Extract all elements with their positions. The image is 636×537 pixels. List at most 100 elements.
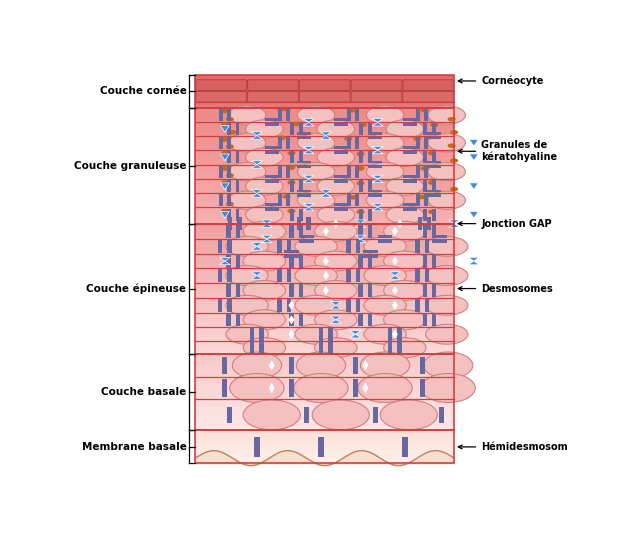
Bar xyxy=(346,240,350,253)
Bar xyxy=(195,367,454,369)
Bar xyxy=(195,436,454,437)
Ellipse shape xyxy=(366,106,404,124)
Bar xyxy=(265,180,279,183)
Bar xyxy=(195,272,454,275)
Bar xyxy=(368,151,371,163)
Bar xyxy=(195,183,454,186)
Bar xyxy=(195,311,454,315)
Bar xyxy=(195,79,454,81)
Bar xyxy=(432,235,446,238)
Bar xyxy=(228,240,232,253)
Bar xyxy=(265,151,279,154)
Bar xyxy=(195,200,454,204)
Bar xyxy=(195,246,454,250)
Text: Couche granuleuse: Couche granuleuse xyxy=(74,161,186,171)
Bar xyxy=(195,82,454,83)
Polygon shape xyxy=(251,132,263,135)
Bar xyxy=(195,266,454,269)
Bar xyxy=(195,104,454,105)
Ellipse shape xyxy=(295,324,337,344)
Bar xyxy=(195,77,454,78)
Bar xyxy=(195,456,454,457)
Bar xyxy=(227,180,231,192)
Bar xyxy=(277,299,282,312)
FancyBboxPatch shape xyxy=(300,79,350,91)
Ellipse shape xyxy=(317,148,354,166)
Ellipse shape xyxy=(358,374,412,402)
Bar xyxy=(432,313,436,326)
Ellipse shape xyxy=(245,148,283,166)
Bar xyxy=(265,208,279,211)
Bar xyxy=(195,87,454,88)
Bar xyxy=(277,240,282,253)
Bar xyxy=(237,217,242,230)
Bar xyxy=(195,218,454,221)
Ellipse shape xyxy=(315,280,357,300)
Bar xyxy=(195,375,454,377)
Bar xyxy=(226,255,231,267)
Bar xyxy=(236,224,240,238)
Bar xyxy=(250,328,254,341)
Bar xyxy=(334,203,348,206)
Bar xyxy=(286,109,290,121)
Bar xyxy=(254,437,259,457)
Bar xyxy=(195,134,454,137)
Bar xyxy=(218,240,223,253)
Polygon shape xyxy=(321,132,331,135)
Ellipse shape xyxy=(287,165,296,170)
Bar xyxy=(195,331,454,335)
Bar xyxy=(195,295,454,299)
Bar xyxy=(368,190,382,192)
Bar xyxy=(195,103,454,104)
Bar xyxy=(403,208,417,211)
Bar xyxy=(297,165,310,169)
Bar xyxy=(195,215,454,218)
Bar xyxy=(195,315,454,318)
Bar xyxy=(418,217,422,230)
FancyBboxPatch shape xyxy=(300,91,350,102)
Polygon shape xyxy=(355,235,366,239)
Polygon shape xyxy=(303,175,314,179)
Bar xyxy=(195,381,454,382)
Ellipse shape xyxy=(349,108,357,112)
Bar xyxy=(299,313,303,326)
Polygon shape xyxy=(469,212,478,218)
Bar xyxy=(195,341,454,344)
FancyBboxPatch shape xyxy=(351,79,402,91)
Ellipse shape xyxy=(295,295,337,315)
Ellipse shape xyxy=(364,236,406,256)
Ellipse shape xyxy=(364,324,406,344)
Ellipse shape xyxy=(245,177,283,195)
Polygon shape xyxy=(261,239,272,243)
Bar xyxy=(259,328,264,341)
Bar xyxy=(195,93,454,94)
Ellipse shape xyxy=(384,221,426,241)
Bar xyxy=(265,118,279,121)
Bar xyxy=(195,302,454,305)
Bar xyxy=(195,354,454,356)
Bar xyxy=(286,299,291,312)
Bar xyxy=(265,203,279,206)
Ellipse shape xyxy=(315,338,357,358)
Bar xyxy=(403,203,417,206)
Ellipse shape xyxy=(384,310,426,330)
Bar xyxy=(424,123,427,135)
Bar xyxy=(398,341,402,354)
Ellipse shape xyxy=(293,122,300,126)
Bar xyxy=(334,146,348,149)
Ellipse shape xyxy=(282,194,291,199)
Bar xyxy=(195,148,454,151)
Bar xyxy=(195,100,454,101)
Bar xyxy=(195,437,454,438)
Bar xyxy=(195,321,454,324)
Ellipse shape xyxy=(228,134,266,152)
Bar xyxy=(289,357,294,374)
Bar xyxy=(195,398,454,400)
Bar xyxy=(432,284,436,297)
Bar xyxy=(195,180,454,183)
Bar xyxy=(195,392,454,394)
Bar xyxy=(227,208,231,221)
Bar xyxy=(424,109,428,121)
Bar xyxy=(195,344,454,347)
Bar xyxy=(195,457,454,458)
